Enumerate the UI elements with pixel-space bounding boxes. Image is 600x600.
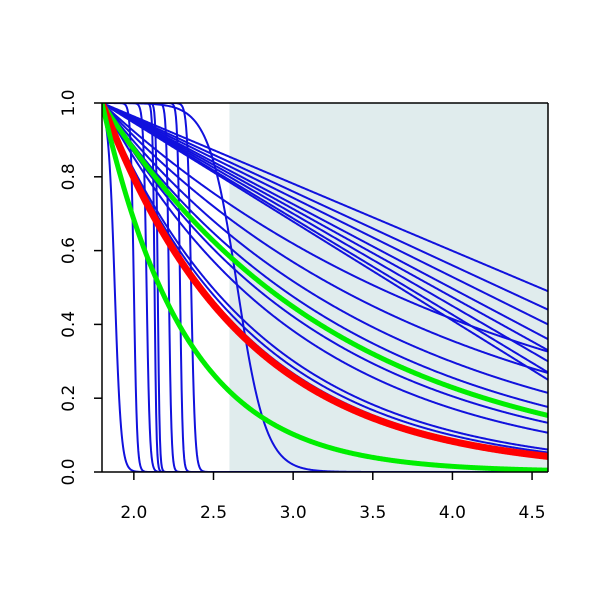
y-tick-label: 0.6: [59, 237, 79, 264]
series-line-blue-10: [102, 103, 548, 394]
y-tick-label: 0.8: [59, 163, 79, 190]
x-axis-ticks: 2.0 2.5 3.0 3.5 4.0 4.5: [120, 472, 546, 523]
x-tick-label: 3.0: [280, 503, 307, 523]
series-line-blue-13: [102, 103, 548, 434]
series-line-blue-8: [102, 103, 548, 353]
series-group: [102, 103, 548, 472]
series-line-blue-9: [102, 103, 548, 375]
axes: [101, 102, 549, 473]
x-tick-label: 2.0: [120, 503, 147, 523]
series-line-blue-5: [102, 103, 548, 363]
series-line-blue-20: [102, 103, 548, 472]
series-line-blue-12: [102, 103, 548, 424]
series-line-red-27: [102, 103, 548, 460]
series-line-blue-19: [102, 103, 548, 472]
series-line-green-28: [102, 103, 548, 472]
series-line-green-26: [102, 103, 548, 418]
y-tick-label: 0.4: [59, 311, 79, 338]
x-tick-label: 4.5: [519, 503, 546, 523]
series-line-blue-7: [102, 103, 548, 381]
y-axis-ticks: 0.0 0.2 0.4 0.6 0.8 1.0: [59, 89, 102, 486]
y-tick-label: 1.0: [59, 89, 79, 116]
series-line-blue-4: [102, 103, 548, 352]
x-tick-label: 4.0: [439, 503, 466, 523]
y-tick-label: 0.0: [59, 458, 79, 485]
x-tick-label: 3.5: [359, 503, 386, 523]
series-line-blue-15: [102, 103, 548, 454]
y-tick-label: 0.2: [59, 385, 79, 412]
x-tick-label: 2.5: [200, 503, 227, 523]
series-line-blue-14: [102, 103, 548, 451]
series-line-blue-11: [102, 103, 548, 408]
